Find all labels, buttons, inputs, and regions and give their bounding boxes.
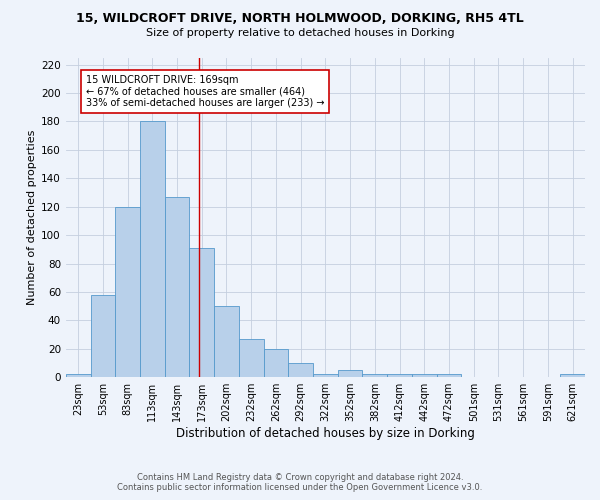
Bar: [289, 363, 313, 377]
Text: 15, WILDCROFT DRIVE, NORTH HOLMWOOD, DORKING, RH5 4TL: 15, WILDCROFT DRIVE, NORTH HOLMWOOD, DOR…: [76, 12, 524, 26]
Bar: [313, 374, 338, 377]
Bar: [362, 374, 387, 377]
Bar: [214, 306, 239, 377]
Bar: [91, 295, 115, 377]
Bar: [263, 349, 289, 377]
Bar: [437, 374, 461, 377]
Text: Size of property relative to detached houses in Dorking: Size of property relative to detached ho…: [146, 28, 454, 38]
Bar: [239, 339, 263, 377]
Text: 15 WILDCROFT DRIVE: 169sqm
← 67% of detached houses are smaller (464)
33% of sem: 15 WILDCROFT DRIVE: 169sqm ← 67% of deta…: [86, 74, 324, 108]
Text: Contains HM Land Registry data © Crown copyright and database right 2024.
Contai: Contains HM Land Registry data © Crown c…: [118, 473, 482, 492]
Bar: [140, 122, 164, 377]
Bar: [164, 197, 190, 377]
Bar: [338, 370, 362, 377]
Y-axis label: Number of detached properties: Number of detached properties: [27, 130, 37, 305]
Bar: [412, 374, 437, 377]
Bar: [190, 248, 214, 377]
Bar: [115, 206, 140, 377]
Bar: [66, 374, 91, 377]
X-axis label: Distribution of detached houses by size in Dorking: Distribution of detached houses by size …: [176, 427, 475, 440]
Bar: [560, 374, 585, 377]
Bar: [387, 374, 412, 377]
